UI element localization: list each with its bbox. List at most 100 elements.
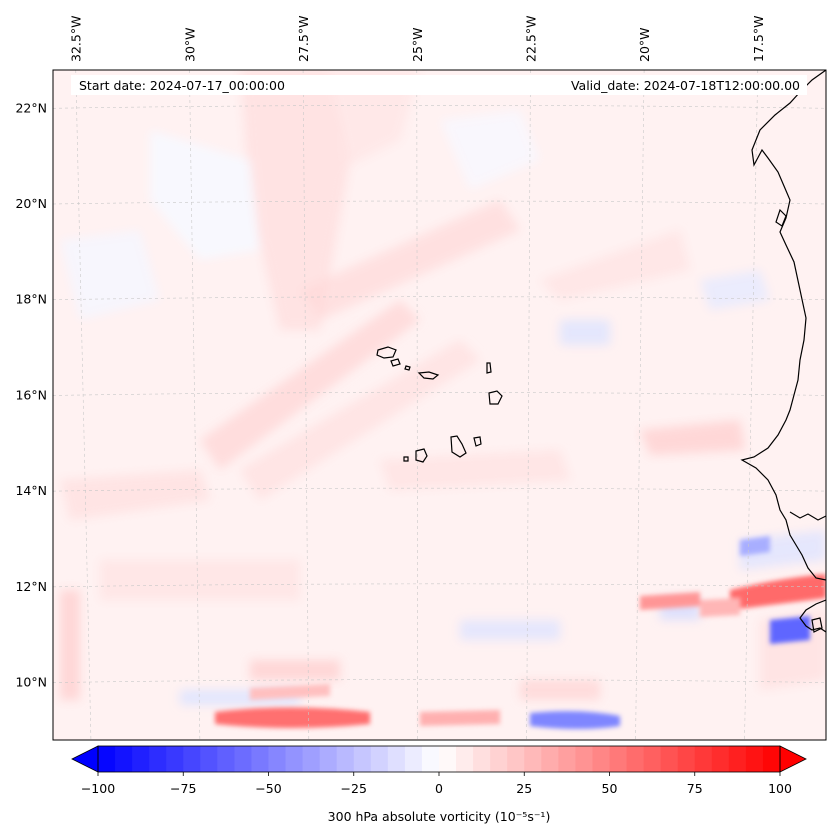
- meridian-line: [526, 70, 531, 740]
- colorbar-swatch: [234, 746, 253, 772]
- meridian-line: [416, 70, 419, 740]
- latitude-tick-labels: 10°N 12°N 14°N 16°N 18°N 20°N 22°N: [15, 100, 47, 689]
- parallel-line: [53, 392, 826, 396]
- colorbar-swatches: [98, 746, 781, 772]
- colorbar-tick-label: −25: [341, 781, 367, 796]
- meridian-line: [189, 70, 201, 740]
- colorbar-swatch: [149, 746, 167, 772]
- lat-tick-label: 12°N: [15, 579, 47, 594]
- colorbar-swatch: [490, 746, 508, 772]
- africa-coastline-north: [740, 70, 826, 581]
- colorbar-swatch: [524, 746, 542, 772]
- colorbar-tick-label: 50: [602, 781, 618, 796]
- island-sal: [486, 362, 492, 374]
- lat-tick-label: 10°N: [15, 675, 47, 690]
- colorbar-tick-label: 25: [516, 781, 532, 796]
- parallel-line: [53, 583, 826, 588]
- lon-tick-label: 20°W: [637, 27, 652, 62]
- start-date-label: Start date: 2024-07-17_00:00:00: [79, 78, 285, 93]
- colorbar-swatch: [643, 746, 662, 772]
- island-sao-vicente: [390, 358, 401, 367]
- colorbar-swatch: [251, 746, 270, 772]
- africa-coastline-south: [799, 599, 826, 633]
- field-strong-bands: [215, 536, 826, 729]
- colorbar-tick-label: 75: [687, 781, 703, 796]
- lon-tick-label: 17.5°W: [751, 16, 766, 62]
- colorbar-swatch: [575, 746, 594, 772]
- colorbar-swatch: [115, 746, 133, 772]
- parallel-line: [53, 487, 826, 492]
- longitude-tick-labels: 32.5°W 30°W 27.5°W 25°W 22.5°W 20°W 17.5°W: [69, 16, 766, 62]
- colorbar-swatch: [473, 746, 491, 772]
- colorbar-swatch: [421, 746, 440, 772]
- meridian-line: [635, 70, 645, 740]
- colorbar-swatch: [507, 746, 525, 772]
- colorbar-swatch: [592, 746, 611, 772]
- island-brava: [403, 456, 409, 462]
- colorbar-swatch: [336, 746, 355, 772]
- parallel-line: [53, 200, 826, 205]
- lon-tick-label: 25°W: [410, 27, 425, 62]
- colorbar-swatch: [677, 746, 696, 772]
- lon-tick-label: 22.5°W: [523, 16, 538, 62]
- colorbar-swatch: [745, 746, 764, 772]
- colorbar-tick-label: −50: [255, 781, 281, 796]
- colorbar-swatch: [166, 746, 184, 772]
- lat-tick-label: 18°N: [15, 292, 47, 307]
- parallel-line: [53, 104, 826, 109]
- colorbar-swatch: [728, 746, 747, 772]
- colorbar-tick-label: −75: [170, 781, 196, 796]
- lon-tick-label: 27.5°W: [296, 16, 311, 62]
- colorbar-label: 300 hPa absolute vorticity (10⁻⁵s⁻¹): [328, 809, 551, 824]
- colorbar-swatch: [285, 746, 304, 772]
- gridlines: [53, 70, 826, 740]
- colorbar-swatch: [660, 746, 679, 772]
- meridian-line: [744, 70, 759, 740]
- colorbar-swatch: [183, 746, 201, 772]
- colorbar-high-extend: [779, 745, 807, 773]
- parallel-line: [53, 679, 826, 683]
- island-boa-vista: [488, 390, 503, 405]
- colorbar-swatch: [541, 746, 559, 772]
- colorbar-swatch: [319, 746, 338, 772]
- colorbar-ticks: −100 −75 −50 −25 0 25 50 75 100: [81, 772, 792, 796]
- header-box: [71, 75, 807, 95]
- island-maio: [473, 436, 482, 447]
- colorbar-swatch: [387, 746, 406, 772]
- meridian-line: [75, 70, 92, 740]
- lat-tick-label: 22°N: [15, 100, 47, 115]
- vorticity-field: [53, 70, 826, 740]
- colorbar-swatch: [694, 746, 713, 772]
- meridian-line: [302, 70, 310, 740]
- lat-tick-label: 16°N: [15, 387, 47, 402]
- colorbar-swatch: [217, 746, 235, 772]
- colorbar-low-extend: [71, 745, 99, 773]
- coastlines: [376, 70, 826, 633]
- colorbar-swatch: [268, 746, 287, 772]
- bay-coastline: [789, 511, 826, 521]
- colorbar-swatch: [456, 746, 474, 772]
- lon-tick-label: 32.5°W: [69, 16, 84, 62]
- island-santiago: [450, 435, 467, 458]
- lon-tick-label: 30°W: [182, 27, 197, 62]
- colorbar-swatch: [711, 746, 730, 772]
- lat-tick-label: 14°N: [15, 483, 47, 498]
- colorbar-swatch: [404, 746, 423, 772]
- valid-date-label: Valid_date: 2024-07-18T12:00:00.00: [571, 78, 800, 93]
- colorbar-swatch: [609, 746, 628, 772]
- colorbar-swatch: [762, 746, 781, 772]
- lat-tick-label: 20°N: [15, 196, 47, 211]
- colorbar-tick-label: −100: [81, 781, 115, 796]
- coastline-islands-east: [775, 208, 787, 227]
- map-frame: [52, 69, 827, 741]
- island-santa-luzia: [404, 365, 411, 371]
- colorbar-swatch: [302, 746, 321, 772]
- island-santo-antao: [376, 346, 397, 359]
- colorbar-swatch: [200, 746, 218, 772]
- colorbar-swatch: [353, 746, 372, 772]
- island-sao-nicolau: [417, 371, 440, 380]
- colorbar-swatch: [132, 746, 150, 772]
- colorbar-swatch: [370, 746, 389, 772]
- colorbar-tick-label: 100: [768, 781, 792, 796]
